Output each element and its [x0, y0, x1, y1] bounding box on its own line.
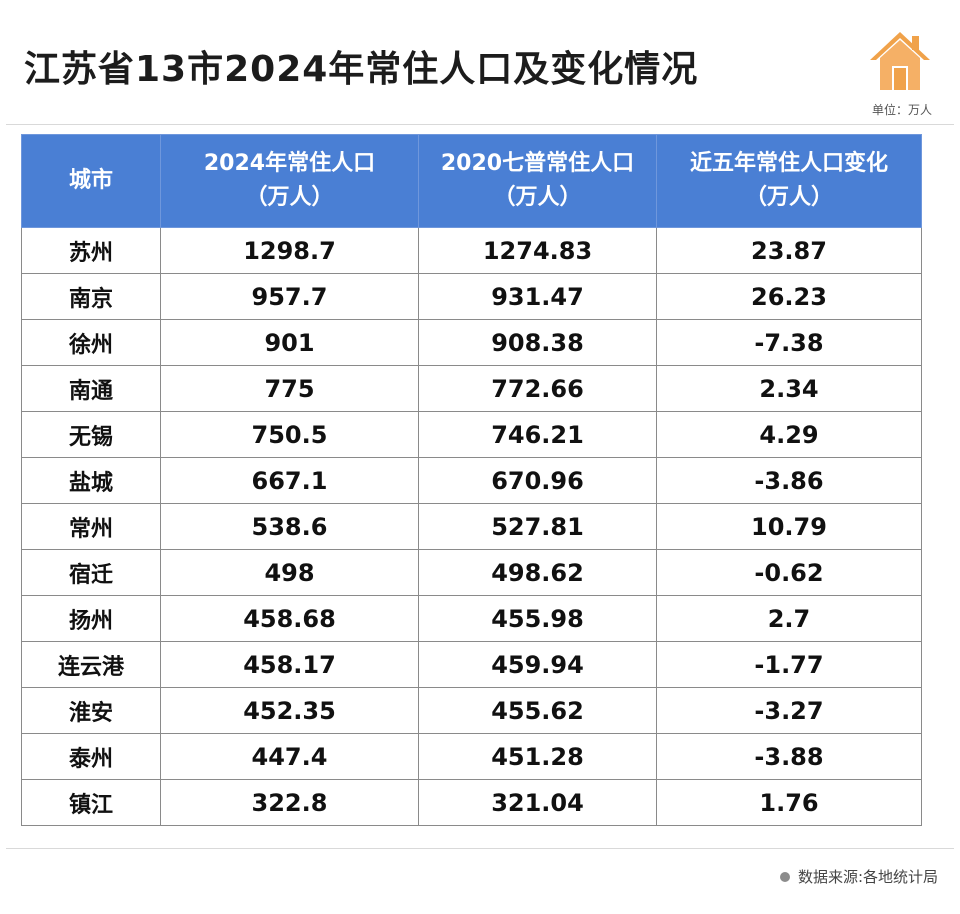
- table-row: 南京 957.7 931.47 26.23: [21, 273, 922, 320]
- value-cell: 1.76: [656, 779, 922, 826]
- table-row: 淮安 452.35 455.62 -3.27: [21, 687, 922, 734]
- table-body: 苏州 1298.7 1274.83 23.87 南京 957.7 931.47 26.23 徐州…: [21, 227, 922, 826]
- value-cell: 26.23: [656, 273, 922, 320]
- value-cell: 527.81: [418, 503, 657, 550]
- value-cell: 957.7: [160, 273, 419, 320]
- value-cell: 451.28: [418, 733, 657, 780]
- city-cell: 苏州: [21, 227, 161, 274]
- header-line1: 近五年常住人口变化: [689, 150, 888, 176]
- city-cell: 镇江: [21, 779, 161, 826]
- table-row: 常州 538.6 527.81 10.79: [21, 503, 922, 550]
- header-line1: 城市: [68, 167, 113, 193]
- value-cell: 452.35: [160, 687, 419, 734]
- table-row: 镇江 322.8 321.04 1.76: [21, 779, 922, 826]
- value-cell: 667.1: [160, 457, 419, 504]
- value-cell: 538.6: [160, 503, 419, 550]
- city-cell: 宿迁: [21, 549, 161, 596]
- value-cell: 321.04: [418, 779, 657, 826]
- header-line1: 2024年常住人口: [203, 150, 376, 176]
- value-cell: 322.8: [160, 779, 419, 826]
- city-cell: 盐城: [21, 457, 161, 504]
- table-row: 徐州 901 908.38 -7.38: [21, 319, 922, 366]
- city-cell: 泰州: [21, 733, 161, 780]
- value-cell: -3.27: [656, 687, 922, 734]
- header-line2: （万人）: [245, 185, 334, 210]
- table-row: 扬州 458.68 455.98 2.7: [21, 595, 922, 642]
- value-cell: 455.62: [418, 687, 657, 734]
- value-cell: 1274.83: [418, 227, 657, 274]
- value-cell: 498.62: [418, 549, 657, 596]
- value-cell: 670.96: [418, 457, 657, 504]
- city-cell: 常州: [21, 503, 161, 550]
- city-cell: 南京: [21, 273, 161, 320]
- value-cell: 498: [160, 549, 419, 596]
- value-cell: 931.47: [418, 273, 657, 320]
- source-note: 数据来源:各地统计局: [779, 866, 938, 887]
- city-cell: 徐州: [21, 319, 161, 366]
- value-cell: -3.86: [656, 457, 922, 504]
- value-cell: 775: [160, 365, 419, 412]
- value-cell: 458.68: [160, 595, 419, 642]
- page-title: 江苏省13市2024年常住人口及变化情况: [24, 49, 699, 90]
- value-cell: 908.38: [418, 319, 657, 366]
- city-cell: 南通: [21, 365, 161, 412]
- value-cell: 455.98: [418, 595, 657, 642]
- divider-bottom: [6, 848, 954, 849]
- value-cell: -0.62: [656, 549, 922, 596]
- population-table-container: 城市 2024年常住人口 （万人） 2020七普常住人口 （万人） 近五年常住人口变化 （万…: [21, 134, 922, 826]
- bullet-dot-icon: [779, 871, 790, 882]
- header-col-2: 2020七普常住人口 （万人）: [418, 134, 657, 228]
- city-cell: 无锡: [21, 411, 161, 458]
- house-icon: [870, 32, 930, 90]
- value-cell: 772.66: [418, 365, 657, 412]
- table-row: 泰州 447.4 451.28 -3.88: [21, 733, 922, 780]
- value-cell: 10.79: [656, 503, 922, 550]
- value-cell: 2.7: [656, 595, 922, 642]
- value-cell: -1.77: [656, 641, 922, 688]
- value-cell: 750.5: [160, 411, 419, 458]
- value-cell: 2.34: [656, 365, 922, 412]
- table-row: 苏州 1298.7 1274.83 23.87: [21, 227, 922, 274]
- source-text: 数据来源:各地统计局: [797, 868, 938, 886]
- value-cell: -3.88: [656, 733, 922, 780]
- header-col-1: 2024年常住人口 （万人）: [160, 134, 419, 228]
- value-cell: 901: [160, 319, 419, 366]
- value-cell: 458.17: [160, 641, 419, 688]
- value-cell: 23.87: [656, 227, 922, 274]
- table-row: 盐城 667.1 670.96 -3.86: [21, 457, 922, 504]
- table-header: 城市 2024年常住人口 （万人） 2020七普常住人口 （万人） 近五年常住人口变化 （万…: [21, 134, 922, 228]
- value-cell: 447.4: [160, 733, 419, 780]
- city-cell: 扬州: [21, 595, 161, 642]
- city-cell: 连云港: [21, 641, 161, 688]
- table-row: 南通 775 772.66 2.34: [21, 365, 922, 412]
- header-row: 城市 2024年常住人口 （万人） 2020七普常住人口 （万人） 近五年常住人口变化 （万…: [21, 134, 922, 228]
- header-line2: （万人）: [744, 185, 833, 210]
- value-cell: -7.38: [656, 319, 922, 366]
- divider-top: [6, 124, 954, 125]
- unit-note: 单位：万人: [871, 103, 932, 117]
- population-table: 城市 2024年常住人口 （万人） 2020七普常住人口 （万人） 近五年常住人口变化 （万…: [21, 134, 922, 826]
- value-cell: 4.29: [656, 411, 922, 458]
- header-line1: 2020七普常住人口: [440, 150, 635, 176]
- value-cell: 746.21: [418, 411, 657, 458]
- header-col-3: 近五年常住人口变化 （万人）: [656, 134, 922, 228]
- header-city: 城市: [21, 134, 161, 228]
- table-row: 无锡 750.5 746.21 4.29: [21, 411, 922, 458]
- table-row: 宿迁 498 498.62 -0.62: [21, 549, 922, 596]
- value-cell: 459.94: [418, 641, 657, 688]
- city-cell: 淮安: [21, 687, 161, 734]
- header-line2: （万人）: [493, 185, 582, 210]
- table-row: 连云港 458.17 459.94 -1.77: [21, 641, 922, 688]
- value-cell: 1298.7: [160, 227, 419, 274]
